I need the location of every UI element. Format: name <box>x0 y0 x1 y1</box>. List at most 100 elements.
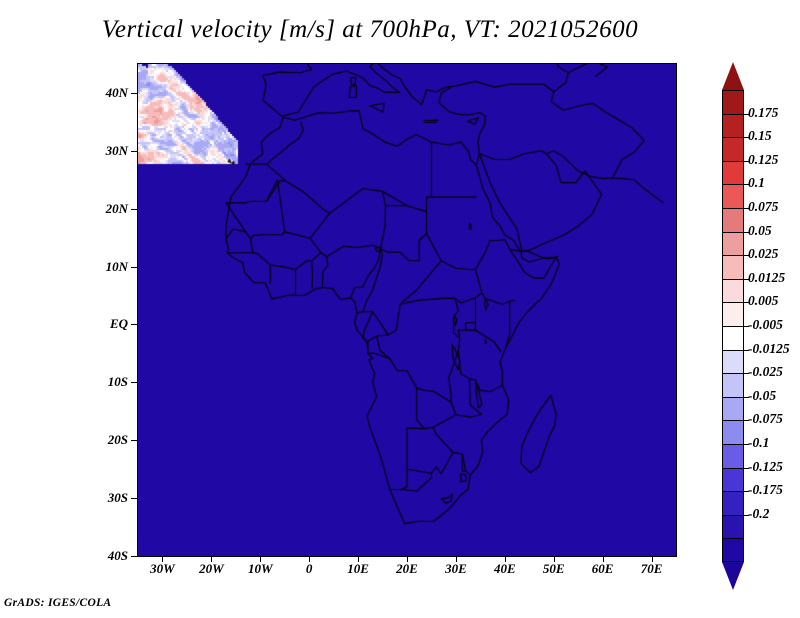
colorbar-tick-mark <box>744 420 749 421</box>
longitude-tick-mark <box>652 557 653 562</box>
colorbar-tick-label: 0.05 <box>748 222 772 238</box>
colorbar-tick-label: 0.0125 <box>748 269 786 285</box>
colorbar-tick-mark <box>744 208 749 209</box>
colorbar-band <box>722 231 744 256</box>
colorbar-tick-mark <box>744 161 749 162</box>
colorbar-band <box>722 113 744 138</box>
colorbar-tick-label: 0.025 <box>748 246 779 262</box>
latitude-tick-mark <box>131 324 137 325</box>
colorbar-tick-label: -0.05 <box>748 387 777 403</box>
longitude-tick-mark <box>505 557 506 562</box>
longitude-tick-label: 10W <box>247 561 273 576</box>
colorbar-band <box>722 420 744 444</box>
colorbar-tick-mark <box>744 444 749 445</box>
colorbar-band <box>722 302 744 326</box>
latitude-tick-mark <box>131 209 137 210</box>
colorbar-band <box>722 208 744 232</box>
latitude-tick-mark <box>131 267 137 268</box>
map-plot-area <box>137 63 677 557</box>
colorbar-tick-mark <box>744 397 749 398</box>
colorbar-tick-label: -0.125 <box>748 458 783 474</box>
longitude-tick-mark <box>162 557 163 562</box>
longitude-tick-label: 30E <box>445 561 467 576</box>
colorbar-tick-label: -0.2 <box>748 505 770 521</box>
colorbar-tick-mark <box>744 491 749 492</box>
latitude-tick-label: 30N <box>105 142 128 158</box>
colorbar-tick-label: -0.005 <box>748 317 783 332</box>
colorbar-band <box>722 514 744 539</box>
longitude-tick-label: 20E <box>396 561 418 576</box>
colorbar-band <box>722 349 744 374</box>
latitude-tick-label: 10S <box>107 374 128 390</box>
latitude-tick-mark <box>131 440 137 441</box>
colorbar-tick-label: -0.175 <box>748 482 783 498</box>
colorbar-band <box>722 184 744 208</box>
longitude-tick-mark <box>309 557 310 562</box>
colorbar-tick-mark <box>744 279 749 280</box>
colorbar-tick-label: -0.0125 <box>748 340 790 356</box>
longitude-tick-label: 60E <box>591 561 614 576</box>
longitude-tick-label: 10E <box>347 561 369 576</box>
colorbar: 0.175 0.15 0.125 0.1 0.075 0.05 0.025 0.0125 0.0… <box>714 62 800 590</box>
colorbar-band <box>722 538 744 562</box>
longitude-tick-mark <box>260 557 261 562</box>
colorbar-band <box>722 160 744 185</box>
longitude-tick-mark <box>603 557 604 562</box>
colorbar-tick-label: 0.005 <box>748 293 779 309</box>
colorbar-max-arrow <box>722 62 744 90</box>
longitude-tick-mark <box>358 557 359 562</box>
colorbar-tick-label: 0.125 <box>748 151 779 167</box>
latitude-tick-mark <box>131 556 137 557</box>
latitude-tick-label: 20S <box>107 432 128 448</box>
colorbar-tick-mark <box>744 373 749 374</box>
latitude-tick-mark <box>131 93 137 94</box>
colorbar-tick-mark <box>744 302 749 303</box>
attribution-footer: GrADS: IGES/COLA <box>4 597 112 609</box>
longitude-tick-label: 70E <box>640 561 663 576</box>
longitude-tick-label: 20W <box>199 561 224 576</box>
colorbar-tick-label: 0.175 <box>748 104 779 120</box>
latitude-tick-label: 10N <box>105 258 128 274</box>
colorbar-tick-label: -0.1 <box>748 435 770 450</box>
longitude-tick-mark <box>554 557 555 562</box>
colorbar-tick-label: -0.025 <box>748 364 783 380</box>
latitude-tick-label: EQ <box>109 316 128 332</box>
longitude-tick-mark <box>211 557 212 562</box>
longitude-tick-label: 50E <box>542 561 565 576</box>
longitude-tick-mark <box>456 557 457 562</box>
longitude-tick-mark <box>407 557 408 562</box>
colorbar-tick-mark <box>744 515 749 516</box>
page-title: Vertical velocity [m/s] at 700hPa, VT: 2… <box>101 16 639 43</box>
latitude-tick-label: 30S <box>107 490 128 506</box>
colorbar-band <box>722 90 744 114</box>
colorbar-tick-label: -0.075 <box>748 411 783 427</box>
colorbar-band <box>722 255 744 279</box>
colorbar-tick-mark <box>744 114 749 115</box>
colorbar-tick-mark <box>744 137 749 138</box>
colorbar-tick-mark <box>744 255 749 256</box>
colorbar-band <box>722 396 744 421</box>
colorbar-min-arrow <box>722 562 744 590</box>
latitude-tick-label: 40N <box>105 84 128 100</box>
longitude-tick-label: 0 <box>305 561 313 576</box>
longitude-tick-label: 40E <box>493 561 516 576</box>
colorbar-band <box>722 278 744 303</box>
colorbar-tick-label: 0.1 <box>748 175 765 191</box>
latitude-tick-mark <box>131 151 137 152</box>
colorbar-tick-mark <box>744 468 749 469</box>
colorbar-tick-label: 0.075 <box>748 199 779 214</box>
colorbar-band <box>722 467 744 492</box>
colorbar-tick-mark <box>744 326 749 327</box>
colorbar-band <box>722 444 744 468</box>
colorbar-band <box>722 137 744 161</box>
colorbar-tick-mark <box>744 232 749 233</box>
latitude-tick-label: 40S <box>107 548 128 563</box>
colorbar-tick-label: 0.15 <box>748 128 772 144</box>
latitude-tick-label: 20N <box>105 200 128 216</box>
longitude-tick-label: 30W <box>150 561 175 576</box>
colorbar-band <box>722 373 744 397</box>
latitude-tick-mark <box>131 498 137 499</box>
colorbar-band <box>722 491 744 515</box>
colorbar-tick-mark <box>744 350 749 351</box>
colorbar-tick-mark <box>744 184 749 185</box>
